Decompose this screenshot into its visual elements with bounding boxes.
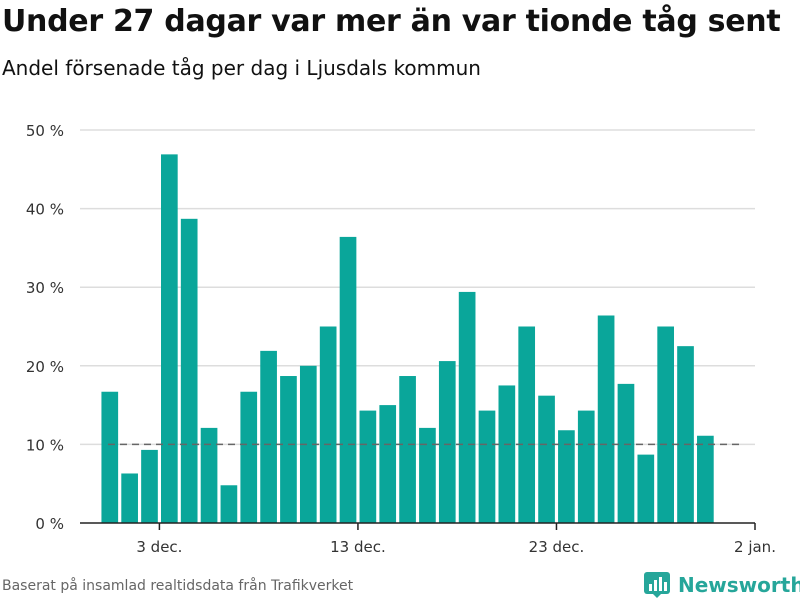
bar	[617, 383, 635, 523]
y-tick-label: 0 %	[35, 515, 64, 533]
bar	[121, 473, 138, 523]
bar	[200, 427, 218, 523]
chart-title: Under 27 dagar var mer än var tionde tåg…	[2, 4, 781, 39]
x-axis: 3 dec. 13 dec. 23 dec. 2 jan.	[80, 522, 776, 556]
y-tick-label: 50 %	[26, 122, 64, 140]
bar	[597, 315, 615, 523]
brand-logo[interactable]: Newsworthy	[644, 570, 800, 600]
x-tick-label: 3 dec.	[136, 538, 182, 556]
bar	[180, 218, 198, 523]
x-tick-label: 23 dec.	[529, 538, 585, 556]
chart-subtitle: Andel försenade tåg per dag i Ljusdals k…	[2, 56, 481, 80]
bar	[637, 454, 655, 523]
y-tick-label: 30 %	[26, 279, 64, 297]
bar	[101, 391, 119, 523]
y-tick-label: 40 %	[26, 201, 64, 219]
bar	[260, 350, 277, 523]
bar	[558, 430, 575, 523]
bar	[657, 326, 674, 523]
bar	[240, 391, 258, 523]
bar	[677, 346, 694, 523]
y-tick-label: 20 %	[26, 358, 64, 376]
bar	[419, 427, 436, 523]
newsworthy-logo-icon	[644, 572, 670, 598]
bar	[478, 410, 496, 523]
bar	[280, 376, 297, 523]
x-tick-label: 13 dec.	[330, 538, 386, 556]
bar	[141, 449, 158, 523]
bar	[299, 365, 317, 523]
bar	[161, 154, 178, 523]
bar	[458, 291, 476, 523]
y-axis-ticks: 0 % 10 % 20 % 30 % 40 % 50 %	[26, 122, 64, 533]
bar	[339, 236, 357, 523]
bar	[697, 435, 714, 523]
source-note: Baserat på insamlad realtidsdata från Tr…	[2, 578, 354, 594]
bar	[577, 410, 595, 523]
y-tick-label: 10 %	[26, 436, 64, 454]
bar	[538, 395, 555, 523]
bar	[438, 361, 456, 523]
bar	[399, 376, 416, 523]
bar	[518, 326, 536, 523]
bar	[220, 485, 238, 523]
bar	[359, 410, 377, 523]
brand-name: Newsworthy	[678, 573, 800, 597]
bar	[498, 385, 516, 523]
bar	[319, 326, 337, 523]
bar-series	[101, 154, 714, 523]
x-tick-label: 2 jan.	[734, 538, 776, 556]
bar	[379, 405, 397, 523]
